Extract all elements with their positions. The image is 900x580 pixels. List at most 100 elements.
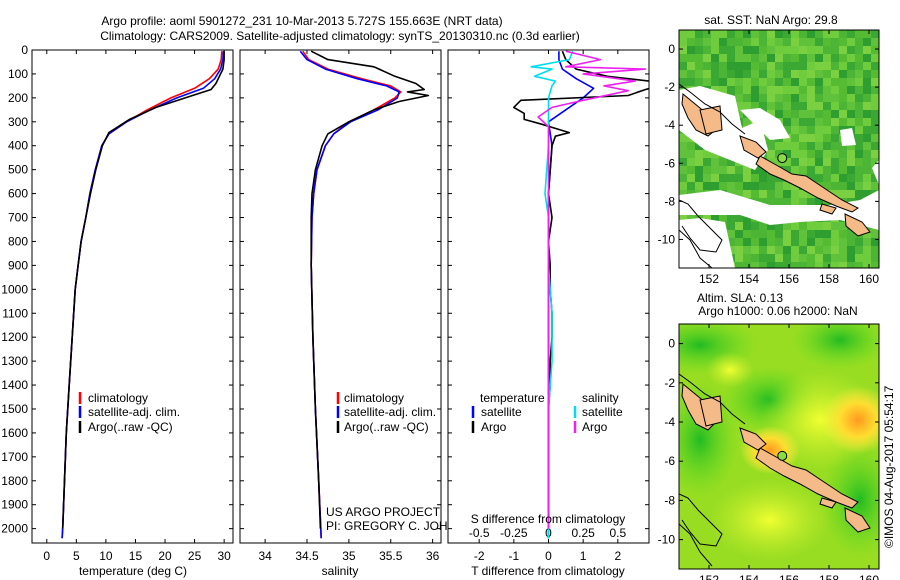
sst-cell [759, 230, 767, 238]
sst-cell [871, 102, 879, 110]
temperature-legend: climatology satellite-adj. clim. Argo(..… [78, 391, 180, 434]
sst-cell [751, 246, 759, 254]
sst-cell [855, 174, 863, 182]
sst-cell [799, 238, 807, 246]
sst-cell [823, 46, 831, 54]
sst-cell [727, 78, 735, 86]
sst-cell [695, 70, 703, 78]
sst-cell [855, 142, 863, 150]
land-bougainville [739, 135, 767, 159]
sst-cell [831, 118, 839, 126]
sst-cell [871, 110, 879, 118]
sst-cell [751, 46, 759, 54]
sst-cell [775, 94, 783, 102]
sst-cell [695, 150, 703, 158]
sst-cell [719, 38, 727, 46]
sst-cell [839, 142, 847, 150]
figure-title-line2: Climatology: CARS2009. Satellite-adjuste… [100, 29, 580, 43]
sst-cell [863, 254, 871, 262]
sst-cell [735, 182, 743, 190]
coastline-south [679, 199, 723, 253]
sst-cell [863, 238, 871, 246]
sst-cell [735, 110, 743, 118]
sst-cell [807, 70, 815, 78]
map-y-tick-label: 0 [668, 42, 675, 56]
sst-cell [855, 126, 863, 134]
sst-cell [687, 30, 695, 38]
sla-map-panel: Altim. SLA: 0.13 Argo h1000: 0.06 h2000:… [658, 291, 880, 580]
sst-cell [855, 246, 863, 254]
sst-cell [695, 166, 703, 174]
sst-cell [823, 38, 831, 46]
sla-map-title-line2: Argo h1000: 0.06 h2000: NaN [698, 304, 857, 318]
sst-cell [839, 54, 847, 62]
x-tick-label: 30 [217, 549, 231, 563]
temperature-ticks: 0100200300400500600700800900100011001200… [1, 43, 233, 563]
sst-cell [743, 46, 751, 54]
sst-cell [703, 182, 711, 190]
sst-cell [695, 214, 703, 222]
sst-cell [863, 126, 871, 134]
sst-cell [863, 86, 871, 94]
sst-cell [743, 70, 751, 78]
sst-cell [759, 102, 767, 110]
sst-cell [687, 46, 695, 54]
sst-cell [751, 182, 759, 190]
sst-cell [831, 246, 839, 254]
y-tick-label: 1000 [1, 282, 28, 296]
sst-cell [847, 86, 855, 94]
sst-cell [871, 174, 879, 182]
sst-cell [791, 142, 799, 150]
sst-cell [815, 222, 823, 230]
sst-cell [815, 46, 823, 54]
sst-cell [783, 246, 791, 254]
sst-cell [847, 30, 855, 38]
sst-cell [815, 238, 823, 246]
x-tick-label: 0 [43, 549, 50, 563]
legend-s-argo-label: Argo [582, 420, 608, 434]
sst-cell [855, 86, 863, 94]
sst-cell [791, 46, 799, 54]
legend-t-argo-label: Argo [481, 420, 507, 434]
sst-cell [799, 54, 807, 62]
sst-cell [759, 190, 767, 198]
sst-argo-location-marker [777, 153, 788, 164]
sst-cell [743, 246, 751, 254]
sst-cell [871, 230, 879, 238]
sst-cell [767, 30, 775, 38]
sst-cell [687, 158, 695, 166]
sst-cell [767, 142, 775, 150]
sst-cell [783, 230, 791, 238]
sst-cell [799, 198, 807, 206]
map-y-tick-label: -6 [664, 156, 675, 170]
sst-cell [847, 94, 855, 102]
map-y-tick-label: -8 [664, 194, 675, 208]
map-x-tick-label: 152 [699, 272, 719, 286]
sst-cell [783, 78, 791, 86]
sst-cell [711, 158, 719, 166]
sst-cell [767, 246, 775, 254]
sst-cell [687, 214, 695, 222]
sst-cell [703, 46, 711, 54]
sst-cell [791, 126, 799, 134]
sst-cell [783, 198, 791, 206]
sst-cell [735, 86, 743, 94]
sst-cell [855, 70, 863, 78]
sst-cell [823, 246, 831, 254]
sst-cell [863, 158, 871, 166]
sst-cell [703, 70, 711, 78]
sst-cell [823, 254, 831, 262]
sst-cell [727, 30, 735, 38]
sst-cell [831, 78, 839, 86]
sst-cell [815, 94, 823, 102]
sst-cell [791, 158, 799, 166]
sst-cell [759, 182, 767, 190]
sst-cell [743, 86, 751, 94]
sst-cell [855, 38, 863, 46]
sst-cell [727, 238, 735, 246]
sla-map-frame [678, 323, 880, 570]
sst-cell [863, 246, 871, 254]
sst-cell [775, 70, 783, 78]
sst-cell [679, 142, 687, 150]
sst-cell [831, 230, 839, 238]
